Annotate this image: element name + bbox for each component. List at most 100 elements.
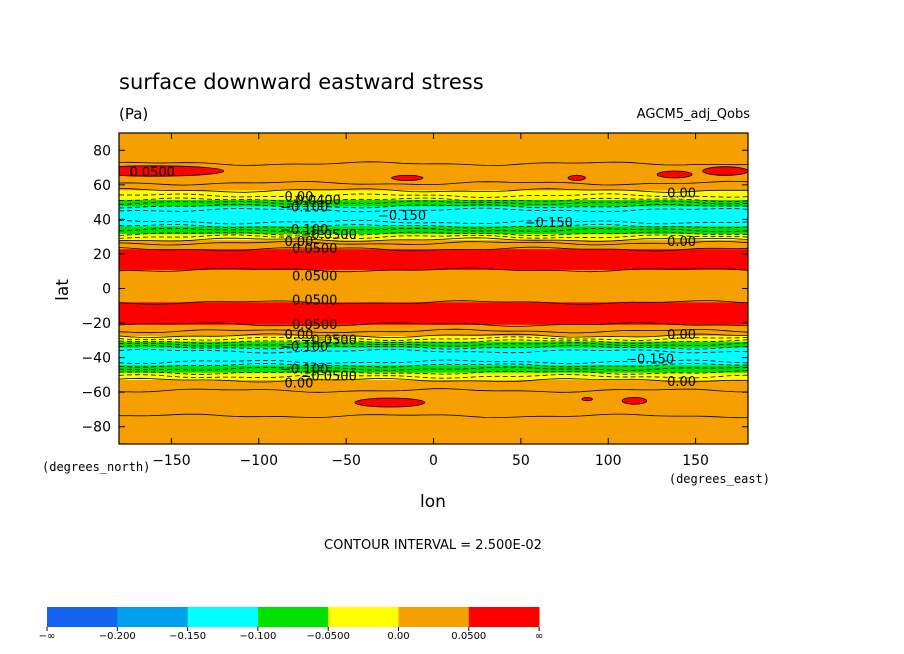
x-axis: −150 −100 −50 0 50 100 150: [152, 133, 709, 469]
colorbar-label: −0.150: [169, 631, 206, 642]
contour-label: 0.0500: [292, 294, 338, 309]
contour-line: [119, 240, 748, 246]
dataset-label: AGCM5_adj_Qobs: [637, 107, 751, 122]
red-patch: [119, 165, 225, 177]
contour-label: 0.0500: [292, 269, 338, 284]
red-patch: [656, 170, 693, 179]
colorbar-label: −0.200: [99, 631, 136, 642]
contour-line: [119, 180, 748, 186]
red-patches: [119, 165, 748, 408]
contour-line: [119, 207, 748, 213]
contour-label: 0.00: [284, 328, 313, 343]
contour-line: [119, 413, 748, 419]
red-patch: [354, 397, 426, 408]
contour-line: [119, 246, 748, 252]
y-units-label: (degrees_north): [42, 460, 150, 474]
contour-line: [119, 188, 748, 193]
contour-label: −0.0500: [300, 370, 356, 385]
contour-line: [119, 237, 748, 242]
x-tick-label: −100: [240, 453, 278, 469]
y-tick-label: 20: [93, 247, 111, 263]
contour-line: [119, 388, 748, 393]
colorbar-swatch: [47, 607, 118, 627]
x-tick-label: 50: [512, 453, 530, 469]
y-axis-label: lat: [53, 279, 73, 301]
colorbar-label: −∞: [39, 631, 56, 642]
y-tick-label: −40: [81, 351, 111, 367]
colorbar: −∞ −0.200 −0.150 −0.100 −0.0500 0.00 0.0500 ∞: [39, 607, 543, 642]
contour-line: [119, 374, 748, 379]
x-tick-label: −150: [152, 453, 190, 469]
contour-label: −0.150: [525, 216, 573, 231]
contour-line: [119, 348, 748, 354]
x-axis-label: lon: [420, 492, 446, 512]
contour-line: [119, 231, 748, 237]
contour-label: 0.00: [667, 235, 696, 250]
field-band: [119, 249, 748, 271]
y-tick-label: −80: [81, 420, 111, 436]
contour-line: [119, 193, 748, 198]
contour-line: [119, 342, 748, 347]
contour-line: [119, 366, 748, 371]
field-band: [119, 372, 748, 381]
contour-label: 0.0500: [129, 166, 175, 181]
y-tick-label: 40: [93, 212, 111, 228]
contour-line: [119, 161, 748, 166]
contour-label: 0.0500: [292, 318, 338, 333]
red-patch: [581, 396, 593, 402]
red-patch: [567, 174, 586, 181]
y-tick-label: −60: [81, 385, 111, 401]
colorbar-label: 0.0500: [451, 631, 486, 642]
colorbar-label: ∞: [535, 631, 543, 642]
field-band: [119, 341, 748, 349]
colorbar-swatch: [257, 607, 329, 627]
contour-line: [119, 339, 748, 344]
contour-label: 0.00: [284, 377, 313, 392]
colorbar-label: −0.100: [239, 631, 276, 642]
field-band: [119, 347, 748, 366]
contour-line: [119, 345, 748, 350]
field-band: [119, 226, 748, 235]
field-band: [119, 302, 748, 326]
field-bands: [119, 133, 748, 444]
colorbar-label: 0.00: [387, 631, 409, 642]
contour-line: [119, 333, 748, 339]
contour-label: 0.00: [667, 186, 696, 201]
y-tick-label: 80: [93, 143, 111, 159]
contour-lines: [119, 161, 748, 419]
contour-label: −0.100: [280, 200, 328, 215]
x-tick-label: −50: [331, 453, 361, 469]
field-band: [119, 269, 748, 303]
contour-line: [119, 370, 748, 375]
chart-title: surface downward eastward stress: [119, 70, 484, 94]
contour-line: [119, 234, 748, 239]
contour-line: [119, 359, 748, 365]
field-band: [119, 234, 748, 241]
units-label: (Pa): [119, 105, 148, 123]
contour-interval: CONTOUR INTERVAL = 2.500E-02: [324, 538, 542, 553]
contour-label: −0.0500: [300, 228, 356, 243]
contour-line: [119, 197, 748, 203]
field-band: [119, 324, 748, 337]
contour-label: −0.100: [280, 340, 328, 355]
contour-label: −0.100: [280, 363, 328, 378]
contour-label: −0.150: [626, 352, 674, 367]
y-tick-label: −20: [81, 316, 111, 332]
colorbar-swatch: [328, 607, 399, 627]
contour-label: 0.0400: [295, 193, 341, 208]
contour-line: [119, 300, 748, 305]
contour-line: [119, 203, 748, 209]
contour-line: [119, 219, 748, 225]
y-tick-label: 60: [93, 178, 111, 194]
contour-line: [119, 223, 748, 229]
contour-line: [119, 336, 748, 341]
y-tick-label: 0: [102, 282, 111, 298]
contour-label: −0.150: [378, 209, 426, 224]
field-band: [119, 240, 748, 250]
contour-label: 0.0500: [292, 242, 338, 257]
contour-label: 0.00: [284, 190, 313, 205]
x-tick-label: 100: [595, 453, 622, 469]
x-tick-label: 0: [429, 453, 438, 469]
field-band: [119, 206, 748, 227]
